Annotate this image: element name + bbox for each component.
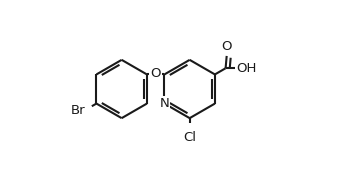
Text: O: O <box>150 67 161 80</box>
Text: N: N <box>160 97 169 110</box>
Text: OH: OH <box>236 62 257 75</box>
Text: Br: Br <box>70 104 85 117</box>
Text: O: O <box>222 40 232 53</box>
Text: Cl: Cl <box>183 131 196 144</box>
